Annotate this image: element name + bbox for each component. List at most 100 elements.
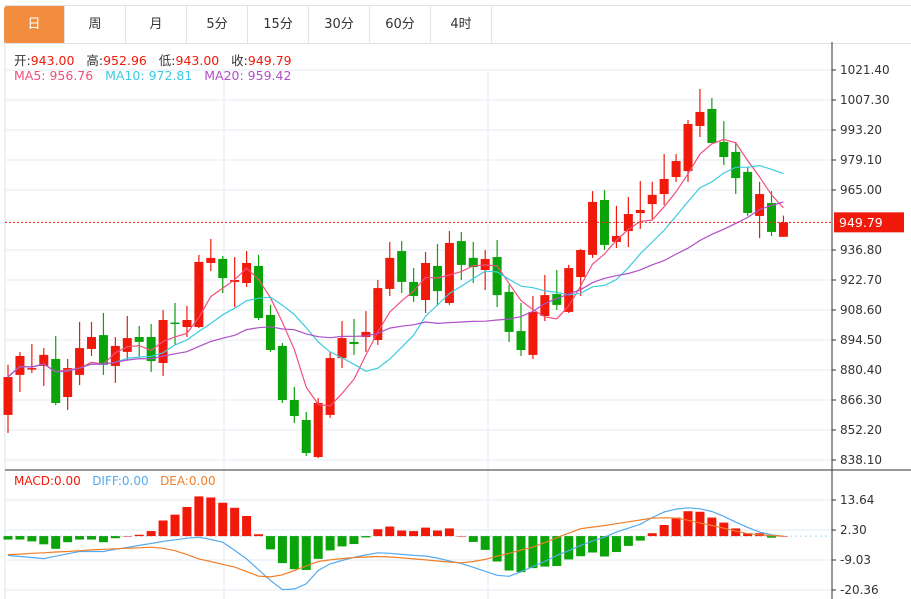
price-tick-label: 908.60 — [840, 303, 882, 317]
macd-bar — [325, 536, 335, 551]
candle-up — [110, 345, 120, 366]
candle-up — [15, 355, 25, 375]
macd-bar — [51, 536, 61, 549]
macd-bar — [540, 536, 550, 567]
macd-bar — [242, 515, 252, 537]
ma10-line — [7, 164, 784, 378]
candle-up — [611, 235, 621, 242]
dea-value: DEA:0.00 — [160, 474, 216, 488]
candle-up — [564, 268, 574, 312]
macd-bar — [767, 536, 777, 538]
macd-bar — [421, 527, 431, 537]
macd-bar — [576, 536, 586, 557]
macd-bar — [206, 497, 216, 537]
macd-bar — [194, 496, 204, 537]
tab-week[interactable]: 周 — [65, 6, 126, 43]
candle-down — [301, 420, 311, 453]
macd-bar — [385, 526, 395, 537]
candle-up — [194, 261, 204, 328]
macd-bar — [432, 530, 442, 537]
tab-4hour[interactable]: 4时 — [431, 6, 492, 43]
macd-bar — [659, 524, 669, 537]
ma-readout: MA5: 956.76 MA10: 972.81 MA20: 959.42 — [14, 68, 291, 83]
macd-bar — [707, 517, 717, 537]
price-tick-label: 1021.40 — [840, 63, 890, 77]
candle-up — [421, 262, 431, 300]
macd-bar — [552, 536, 562, 567]
candle-up — [87, 337, 97, 349]
candle-up — [635, 210, 645, 213]
macd-bar — [134, 534, 144, 537]
macd-panel — [3, 496, 832, 591]
candle-down — [492, 257, 502, 296]
candles — [3, 88, 788, 459]
macd-tick-label: -20.36 — [840, 583, 879, 597]
macd-bar — [743, 533, 753, 537]
candle-down — [254, 265, 264, 319]
candle-up — [528, 311, 538, 355]
tab-month[interactable]: 月 — [126, 6, 187, 43]
macd-bar — [3, 536, 13, 540]
tab-day[interactable]: 日 — [4, 6, 65, 43]
macd-bar — [301, 536, 311, 570]
macd-tick-label: -9.03 — [840, 553, 871, 567]
price-tick-label: 852.20 — [840, 423, 882, 437]
price-tick-label: 894.50 — [840, 333, 882, 347]
ma5-line — [7, 138, 784, 407]
ma20-line — [7, 201, 784, 378]
candle-down — [289, 400, 299, 416]
price-tick-label: 880.40 — [840, 363, 882, 377]
candle-up — [3, 377, 13, 415]
macd-bar — [277, 536, 287, 564]
macd-bar — [313, 536, 323, 559]
candle-up — [206, 257, 216, 263]
macd-bar — [623, 536, 633, 546]
macd-bar — [492, 536, 502, 562]
macd-bar — [361, 536, 371, 538]
close-value: 949.79 — [247, 53, 292, 68]
tab-60min[interactable]: 60分 — [370, 6, 431, 43]
open-label: 开: — [14, 53, 31, 68]
candle-down — [409, 281, 419, 296]
macd-bar — [456, 536, 466, 537]
candle-down — [731, 151, 741, 179]
macd-bar — [170, 514, 180, 537]
candle-up — [385, 257, 395, 289]
close-label: 收: — [231, 53, 248, 68]
candle-down — [349, 341, 359, 345]
candle-down — [707, 108, 717, 143]
candle-down — [516, 331, 526, 350]
tab-15min[interactable]: 15分 — [248, 6, 309, 43]
candle-up — [63, 368, 73, 398]
tab-30min[interactable]: 30分 — [309, 6, 370, 43]
macd-bar — [158, 520, 168, 537]
price-tick-label: 866.30 — [840, 393, 882, 407]
macd-bar — [27, 536, 37, 542]
low-value: 943.00 — [175, 53, 220, 68]
macd-bar — [611, 536, 621, 552]
macd-bar — [218, 502, 228, 537]
period-tabs: 日 周 月 5分 15分 30分 60分 4时 — [4, 5, 911, 44]
candle-up — [659, 178, 669, 195]
candle-down — [218, 258, 228, 279]
macd-bar — [289, 536, 299, 570]
macd-bar — [600, 536, 609, 557]
tab-5min[interactable]: 5分 — [187, 6, 248, 43]
low-label: 低: — [158, 53, 176, 68]
macd-bar — [480, 536, 490, 550]
ohlc-readout: 开:943.00 高:952.96 低:943.00 收:949.79 — [14, 50, 292, 69]
ma10-value: MA10: 972.81 — [105, 68, 193, 83]
candle-up — [755, 194, 765, 216]
candle-up — [683, 124, 693, 172]
candle-up — [75, 348, 85, 375]
macd-bar — [230, 507, 240, 537]
macd-bar — [409, 531, 419, 537]
macd-bar — [87, 536, 97, 540]
macd-bar — [683, 511, 693, 537]
macd-bar — [671, 517, 681, 537]
candle-up — [576, 250, 586, 278]
macd-bar — [75, 536, 85, 540]
candle-up — [778, 222, 788, 237]
macd-bar — [516, 536, 526, 573]
